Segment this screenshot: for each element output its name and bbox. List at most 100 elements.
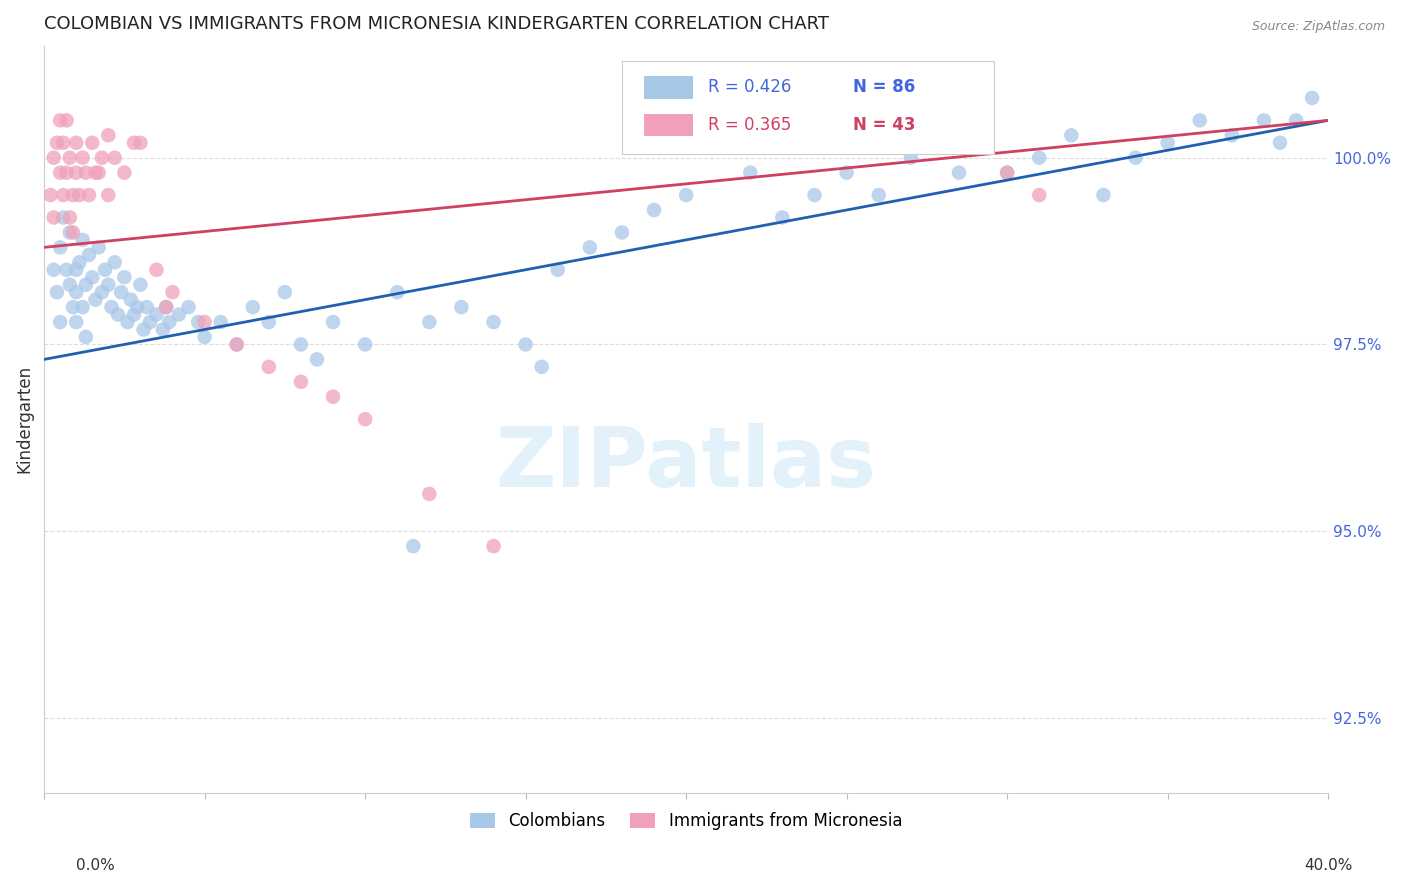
Point: [59, 226, 82, 240]
Point: [117, 315, 139, 329]
Point: [132, 322, 155, 336]
Point: [55, 262, 77, 277]
Point: [322, 315, 344, 329]
Point: [82, 270, 104, 285]
Point: [418, 315, 440, 329]
Point: [482, 315, 505, 329]
Text: 0.0%: 0.0%: [76, 858, 115, 872]
Point: [740, 166, 762, 180]
Point: [46, 285, 69, 300]
Point: [49, 315, 72, 329]
Point: [46, 136, 69, 150]
Point: [225, 337, 247, 351]
Point: [162, 285, 184, 300]
Point: [194, 330, 217, 344]
Text: N = 43: N = 43: [853, 116, 915, 134]
Point: [65, 136, 87, 150]
Point: [139, 315, 162, 329]
Point: [963, 136, 986, 150]
Point: [49, 113, 72, 128]
Point: [387, 285, 409, 300]
Point: [42, 211, 65, 225]
Point: [97, 277, 120, 292]
Point: [242, 300, 264, 314]
Point: [42, 151, 65, 165]
Point: [1028, 151, 1050, 165]
Point: [84, 293, 107, 307]
Point: [55, 113, 77, 128]
Point: [948, 166, 970, 180]
Point: [1301, 91, 1323, 105]
Point: [225, 337, 247, 351]
Point: [112, 270, 135, 285]
Point: [995, 166, 1018, 180]
Point: [803, 188, 825, 202]
Point: [547, 262, 569, 277]
Point: [75, 277, 97, 292]
Point: [354, 337, 377, 351]
Point: [610, 226, 633, 240]
Point: [290, 337, 312, 351]
Point: [112, 166, 135, 180]
Point: [770, 211, 793, 225]
Point: [65, 285, 87, 300]
Text: 40.0%: 40.0%: [1305, 858, 1353, 872]
Point: [257, 315, 280, 329]
Point: [995, 166, 1018, 180]
Point: [129, 136, 152, 150]
Point: [274, 285, 297, 300]
Point: [155, 300, 177, 314]
Point: [90, 151, 112, 165]
Y-axis label: Kindergarten: Kindergarten: [15, 365, 32, 474]
Point: [868, 188, 890, 202]
Point: [65, 262, 87, 277]
Point: [65, 315, 87, 329]
Point: [177, 300, 200, 314]
Point: [104, 255, 127, 269]
Point: [72, 233, 94, 247]
Point: [77, 248, 100, 262]
FancyBboxPatch shape: [644, 113, 693, 136]
Point: [77, 188, 100, 202]
Point: [122, 136, 145, 150]
Point: [94, 262, 117, 277]
Point: [530, 359, 553, 374]
Point: [59, 277, 82, 292]
Point: [305, 352, 328, 367]
Point: [55, 166, 77, 180]
Point: [67, 188, 90, 202]
Text: R = 0.426: R = 0.426: [709, 78, 792, 96]
Point: [65, 166, 87, 180]
Point: [900, 151, 922, 165]
Point: [59, 151, 82, 165]
Text: Source: ZipAtlas.com: Source: ZipAtlas.com: [1251, 20, 1385, 33]
Point: [62, 188, 84, 202]
Point: [104, 151, 127, 165]
Point: [52, 136, 75, 150]
Point: [1285, 113, 1308, 128]
Text: N = 86: N = 86: [853, 78, 915, 96]
Point: [84, 166, 107, 180]
Point: [354, 412, 377, 426]
Point: [135, 300, 157, 314]
Point: [97, 128, 120, 143]
Point: [49, 166, 72, 180]
Point: [90, 285, 112, 300]
Point: [59, 211, 82, 225]
Text: ZIPatlas: ZIPatlas: [496, 424, 876, 505]
Point: [145, 262, 167, 277]
Point: [1156, 136, 1178, 150]
Point: [1188, 113, 1211, 128]
Point: [1220, 128, 1243, 143]
Point: [482, 539, 505, 553]
Text: R = 0.365: R = 0.365: [709, 116, 792, 134]
Text: COLOMBIAN VS IMMIGRANTS FROM MICRONESIA KINDERGARTEN CORRELATION CHART: COLOMBIAN VS IMMIGRANTS FROM MICRONESIA …: [44, 15, 830, 33]
Point: [450, 300, 472, 314]
Point: [100, 300, 122, 314]
Point: [62, 226, 84, 240]
Point: [290, 375, 312, 389]
Point: [122, 308, 145, 322]
Point: [194, 315, 217, 329]
Point: [1268, 136, 1291, 150]
Point: [157, 315, 180, 329]
